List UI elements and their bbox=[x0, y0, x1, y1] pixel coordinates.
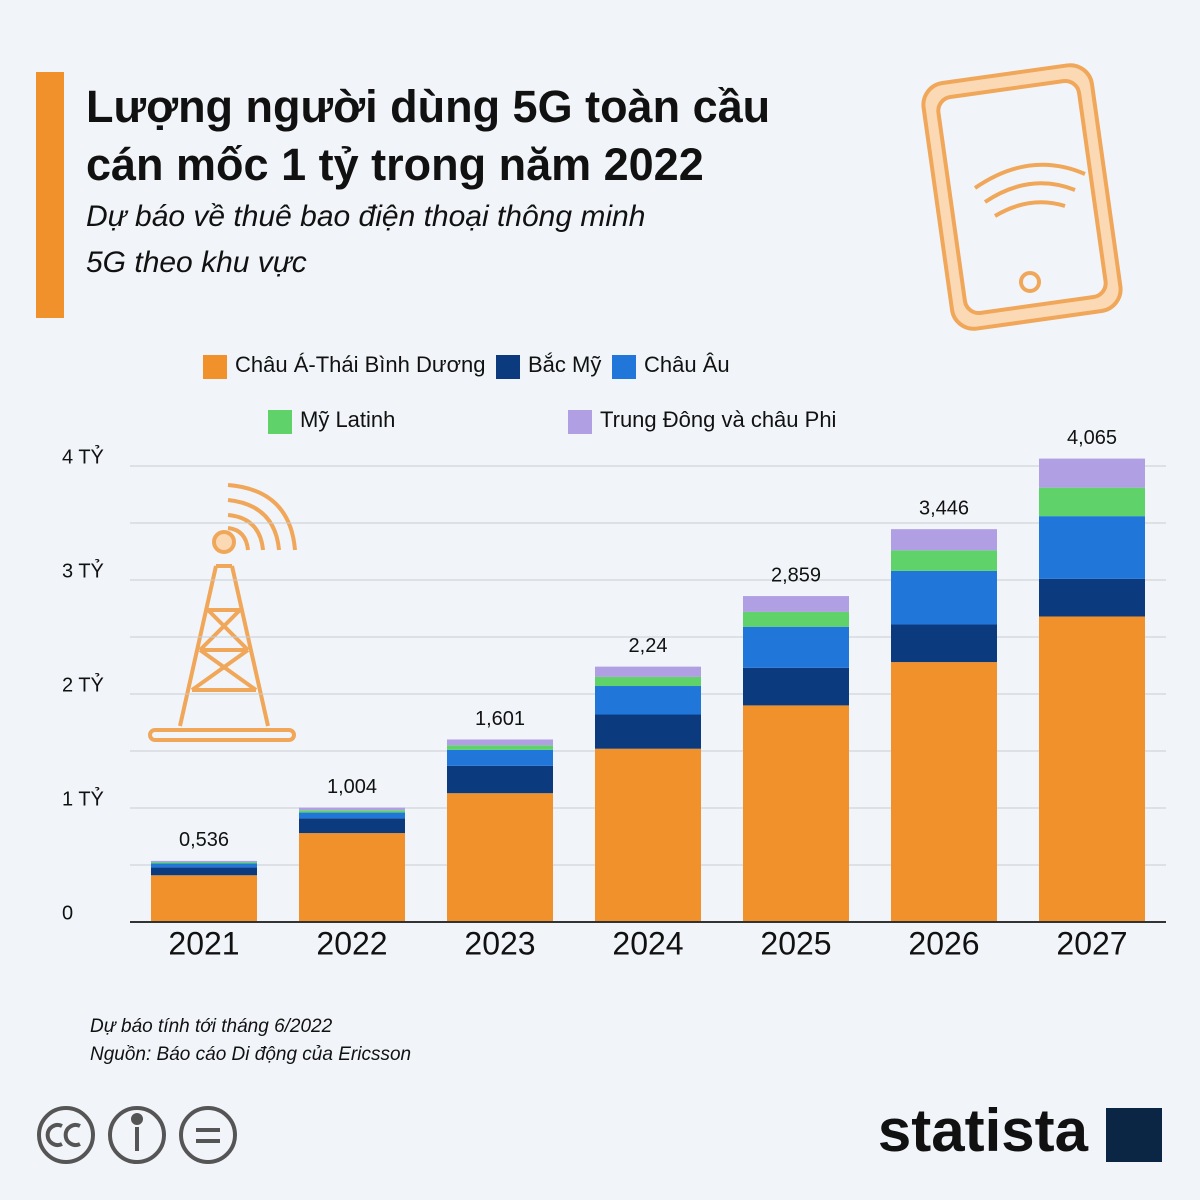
y-tick-label: 0 bbox=[62, 902, 73, 924]
note: Nguồn: Báo cáo Di động của Ericsson bbox=[90, 1044, 411, 1065]
bar-segment bbox=[447, 739, 553, 746]
bar-segment bbox=[891, 570, 997, 625]
bar-segment bbox=[299, 810, 405, 813]
x-tick-label: 2026 bbox=[908, 925, 979, 961]
license-icons bbox=[37, 1106, 237, 1164]
total-label: 1,004 bbox=[327, 776, 377, 798]
bar-segment bbox=[151, 862, 257, 864]
bar-segment bbox=[743, 667, 849, 706]
x-tick-label: 2027 bbox=[1056, 925, 1127, 961]
bar-segment bbox=[595, 666, 701, 677]
bar-segment bbox=[1039, 616, 1145, 922]
bar-segment bbox=[151, 863, 257, 868]
legend-label: Trung Đông và châu Phi bbox=[600, 407, 836, 432]
legend-swatch bbox=[568, 410, 592, 434]
bar-segment bbox=[1039, 516, 1145, 579]
bar-segment bbox=[299, 818, 405, 834]
bar-segment bbox=[1039, 458, 1145, 488]
total-label: 2,859 bbox=[771, 564, 821, 586]
bar-segment bbox=[743, 596, 849, 612]
bar-segment bbox=[595, 676, 701, 687]
phone-icon bbox=[921, 63, 1123, 331]
bar-segment bbox=[447, 749, 553, 766]
bar-segment bbox=[447, 745, 553, 750]
bar-segment bbox=[151, 860, 257, 863]
bar-segment bbox=[447, 765, 553, 794]
bar-segment bbox=[891, 624, 997, 663]
brand-logo: statista bbox=[878, 1097, 1089, 1164]
x-tick-label: 2021 bbox=[168, 925, 239, 961]
legend-swatch bbox=[612, 355, 636, 379]
y-tick-label: 3 TỶ bbox=[62, 559, 104, 582]
bar-segment bbox=[891, 550, 997, 571]
brand-mark bbox=[1106, 1108, 1162, 1162]
accent-bar bbox=[36, 72, 64, 318]
bar-segment bbox=[151, 875, 257, 922]
chart-title: Lượng người dùng 5G toàn cầu cán mốc 1 tỷ… bbox=[86, 81, 770, 190]
bar-segment bbox=[1039, 487, 1145, 517]
bar-segment bbox=[595, 748, 701, 922]
bar-segment bbox=[1039, 578, 1145, 617]
bar-segment bbox=[299, 807, 405, 811]
legend: Châu Á-Thái Bình Dương Bắc Mỹ Châu Âu Mỹ La… bbox=[203, 352, 836, 434]
bar-segment bbox=[447, 793, 553, 922]
x-tick-label: 2022 bbox=[316, 925, 387, 961]
y-tick-label: 4 TỶ bbox=[62, 445, 104, 468]
total-label: 2,24 bbox=[629, 635, 668, 657]
plot: 0 1 TỶ 2 TỶ 3 TỶ 4 TỶ 0,536 2021 1,004 2022 1,601… bbox=[62, 427, 1166, 961]
note: Dự báo tính tới tháng 6/2022 bbox=[90, 1016, 333, 1037]
total-label: 1,601 bbox=[475, 708, 525, 730]
legend-label: Mỹ Latinh bbox=[300, 407, 395, 432]
x-tick-label: 2024 bbox=[612, 925, 683, 961]
bar-segment bbox=[595, 686, 701, 715]
bar-segment bbox=[743, 611, 849, 627]
bar-segment bbox=[595, 714, 701, 749]
total-label: 0,536 bbox=[179, 829, 229, 851]
legend-label: Châu Âu bbox=[644, 352, 730, 377]
bar-segment bbox=[891, 529, 997, 551]
bar-segment bbox=[891, 662, 997, 922]
legend-label: Bắc Mỹ bbox=[528, 352, 601, 377]
y-tick-label: 2 TỶ bbox=[62, 673, 104, 696]
legend-swatch bbox=[496, 355, 520, 379]
x-tick-label: 2025 bbox=[760, 925, 831, 961]
tower-icon bbox=[148, 483, 297, 742]
total-label: 3,446 bbox=[919, 497, 969, 519]
bar-segment bbox=[299, 812, 405, 819]
y-tick-label: 1 TỶ bbox=[62, 787, 104, 810]
bar-segment bbox=[151, 867, 257, 876]
bar-segment bbox=[743, 626, 849, 668]
legend-label: Châu Á-Thái Bình Dương bbox=[235, 352, 486, 377]
bar-segment bbox=[299, 833, 405, 922]
chart-subtitle: Dự báo về thuê bao điện thoại thông minh… bbox=[86, 200, 645, 279]
total-label: 4,065 bbox=[1067, 427, 1117, 449]
bar-segment bbox=[743, 705, 849, 922]
legend-swatch bbox=[268, 410, 292, 434]
legend-swatch bbox=[203, 355, 227, 379]
x-tick-label: 2023 bbox=[464, 925, 535, 961]
